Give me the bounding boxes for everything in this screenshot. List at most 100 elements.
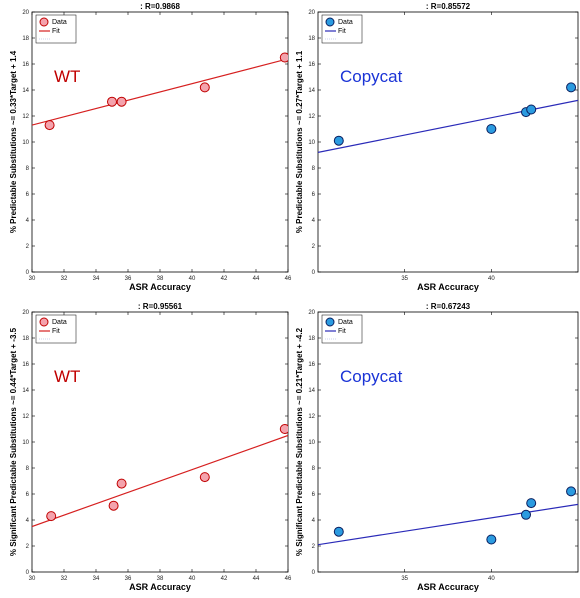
y-tick-label: 6: [26, 192, 30, 198]
y-axis-label: % Predictable Substitutions ~= 0.27*Targ…: [295, 50, 304, 233]
x-tick-label: 42: [221, 576, 228, 582]
data-point: [333, 526, 344, 537]
x-tick-label: 35: [401, 276, 408, 282]
y-tick-label: 8: [26, 466, 30, 472]
y-tick-label: 4: [312, 518, 316, 524]
y-tick-label: 6: [312, 192, 316, 198]
legend-label-data: Data: [338, 19, 353, 26]
data-layer: [32, 52, 288, 131]
legend-marker-data: [325, 17, 335, 27]
x-tick-label: 44: [253, 576, 260, 582]
x-axis-label: ASR Accuracy: [417, 582, 479, 592]
y-tick-label: 14: [308, 88, 315, 94]
x-axis-label: ASR Accuracy: [129, 282, 191, 292]
overlay-annotation: WT: [54, 367, 80, 386]
y-tick-label: 8: [312, 466, 316, 472]
plot-area: [31, 311, 289, 573]
x-tick-label: 42: [221, 276, 228, 282]
data-point: [486, 534, 497, 545]
legend-label-data: Data: [338, 319, 353, 326]
x-tick-label: 40: [189, 276, 196, 282]
y-tick-label: 10: [22, 440, 29, 446]
y-tick-label: 2: [312, 244, 316, 250]
y-tick-label: 18: [22, 336, 29, 342]
y-tick-label: 12: [308, 114, 315, 120]
legend: Data Fit: [321, 14, 363, 44]
y-tick-label: 18: [308, 36, 315, 42]
x-tick-label: 34: [93, 276, 100, 282]
x-tick-label: 38: [157, 276, 164, 282]
data-point: [44, 120, 55, 131]
y-axis-label: % Significant Predictable Substitutions …: [295, 327, 304, 556]
legend-label-data: Data: [52, 319, 67, 326]
chart-panel-2: 0 2 4 6 8 10 12 14 16 18 20 35 40: R=0.85572 ASR Accu…: [295, 2, 579, 292]
fit-line: [32, 58, 288, 126]
legend-label-data: Data: [52, 19, 67, 26]
y-tick-label: 16: [308, 62, 315, 68]
y-tick-label: 6: [26, 492, 30, 498]
x-tick-label: 44: [253, 276, 260, 282]
y-axis-label: % Predictable Substitutions ~= 0.33*Targ…: [9, 50, 18, 233]
y-tick-label: 10: [308, 440, 315, 446]
x-tick-label: 34: [93, 576, 100, 582]
x-axis-label: ASR Accuracy: [129, 582, 191, 592]
x-tick-label: 46: [285, 576, 292, 582]
y-tick-label: 12: [22, 114, 29, 120]
y-tick-label: 2: [26, 544, 30, 550]
plot-area: [317, 11, 579, 273]
y-axis-label: % Significant Predictable Substitutions …: [9, 327, 18, 556]
y-tick-label: 0: [26, 270, 30, 276]
legend-marker-data: [39, 317, 49, 327]
legend-label-fit: Fit: [338, 328, 346, 335]
data-layer: [318, 486, 578, 546]
y-tick-label: 8: [312, 166, 316, 172]
x-tick-label: 30: [29, 576, 36, 582]
data-layer: [318, 82, 578, 153]
data-point: [107, 96, 117, 107]
x-tick-label: 30: [29, 276, 36, 282]
data-point: [526, 498, 537, 509]
y-tick-label: 10: [308, 140, 315, 146]
y-tick-label: 20: [308, 310, 315, 316]
chart-title: : R=0.9868: [140, 2, 180, 11]
y-tick-label: 4: [26, 518, 30, 524]
chart-title: : R=0.95561: [138, 302, 183, 311]
x-tick-label: 40: [189, 576, 196, 582]
data-point: [116, 96, 127, 107]
overlay-annotation: Copycat: [340, 367, 403, 386]
data-point: [333, 135, 344, 146]
chart-panel-4: 0 2 4 6 8 10 12 14 16 18 20 35 40: R=0.67243 ASR Accu…: [295, 302, 579, 592]
x-tick-label: 32: [61, 276, 68, 282]
x-axis-label: ASR Accuracy: [417, 282, 479, 292]
plot-area: [31, 11, 289, 273]
y-tick-label: 6: [312, 492, 316, 498]
y-tick-label: 2: [312, 544, 316, 550]
x-tick-label: 40: [488, 276, 495, 282]
data-point: [566, 82, 577, 93]
y-tick-label: 10: [22, 140, 29, 146]
legend: Data Fit: [35, 314, 77, 344]
legend-label-fit: Fit: [338, 28, 346, 35]
legend-marker-data: [39, 17, 49, 27]
x-tick-label: 35: [401, 576, 408, 582]
data-point: [116, 478, 127, 489]
fit-line: [318, 503, 578, 546]
x-tick-label: 36: [125, 576, 132, 582]
legend: Data Fit: [321, 314, 363, 344]
y-tick-label: 18: [22, 36, 29, 42]
x-tick-label: 46: [285, 276, 292, 282]
overlay-annotation: WT: [54, 67, 80, 86]
data-point: [46, 511, 57, 522]
x-tick-label: 36: [125, 276, 132, 282]
chart-title: : R=0.85572: [426, 2, 471, 11]
legend-marker-data: [325, 317, 335, 327]
y-tick-label: 20: [308, 10, 315, 16]
y-tick-label: 20: [22, 10, 29, 16]
data-point: [279, 424, 288, 434]
plot-area: [317, 311, 579, 573]
data-point: [199, 82, 210, 93]
data-point: [526, 104, 537, 115]
y-tick-label: 12: [22, 414, 29, 420]
